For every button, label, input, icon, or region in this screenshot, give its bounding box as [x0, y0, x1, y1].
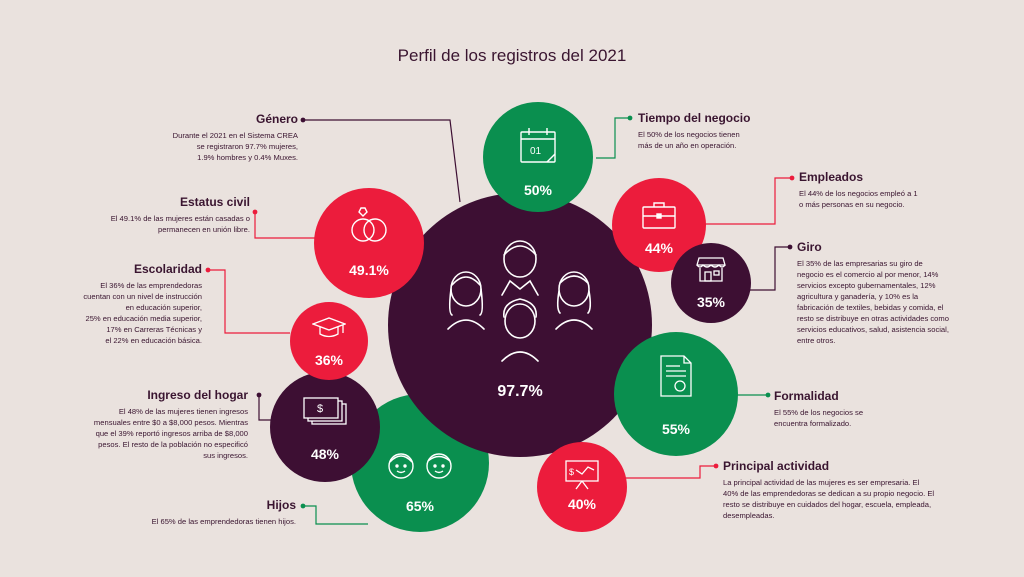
connector-escolaridad — [208, 269, 290, 334]
label-escolaridad-text: El 36% de las emprendedoras cuentan con … — [83, 281, 202, 345]
certificate-icon — [660, 355, 692, 397]
label-civil-text: El 49.1% de las mujeres están casadas o … — [110, 214, 250, 234]
label-genero-text: Durante el 2021 en el Sistema CREA se re… — [172, 131, 298, 162]
connector-giro — [736, 246, 790, 291]
women-group-icon — [447, 240, 593, 362]
label-actividad-heading: Principal actividad — [723, 459, 830, 473]
label-ingreso-text: El 48% de las mujeres tienen ingresos me… — [93, 407, 248, 460]
connector-genero — [303, 119, 461, 203]
label-tiempo-text: El 50% de los negocios tienen más de un … — [638, 130, 740, 150]
connector-hijos — [303, 505, 368, 525]
bubble-tiempo: 01 50% — [483, 102, 593, 212]
label-giro-text: El 35% de las empresarias su giro de neg… — [797, 259, 949, 345]
label-giro: Giro El 35% de las empresarias su giro d… — [797, 240, 1007, 346]
bubble-giro: 35% — [671, 243, 751, 323]
wedding-rings-icon — [351, 207, 387, 242]
label-ingreso: Ingreso del hogar El 48% de las mujeres … — [28, 388, 248, 461]
label-genero-heading: Género — [255, 112, 298, 126]
label-empleados-text: El 44% de los negocios empleó a 1 o más … — [799, 189, 918, 209]
label-formalidad-heading: Formalidad — [774, 389, 839, 403]
label-hijos-heading: Hijos — [266, 498, 296, 512]
label-giro-heading: Giro — [797, 240, 822, 254]
svg-text:$: $ — [317, 403, 323, 415]
connector-empleados — [704, 177, 792, 225]
storefront-icon — [696, 257, 726, 282]
page-title: Perfil de los registros del 2021 — [397, 46, 627, 65]
pct-giro: 35% — [696, 294, 726, 310]
presentation-chart-icon: $ — [565, 460, 599, 490]
bubble-civil: 49.1% — [314, 188, 424, 298]
label-formalidad: Formalidad El 55% de los negocios se enc… — [774, 389, 974, 429]
label-civil-heading: Estatus civil — [179, 195, 250, 209]
pct-center: 97.7% — [497, 383, 543, 400]
briefcase-icon — [642, 202, 676, 229]
label-formalidad-text: El 55% de los negocios se encuentra form… — [774, 408, 864, 428]
label-empleados: Empleados El 44% de los negocios empleó … — [799, 170, 999, 210]
label-actividad-text: La principal actividad de las mujeres es… — [723, 478, 935, 520]
svg-text:$: $ — [569, 467, 574, 477]
pct-tiempo: 50% — [523, 182, 553, 198]
connector-ingreso — [258, 395, 272, 421]
children-faces-icon — [388, 453, 452, 479]
label-tiempo: Tiempo del negocio El 50% de los negocio… — [638, 111, 838, 151]
calendar-day-text: 01 — [530, 146, 542, 157]
connector-actividad — [601, 465, 716, 479]
graduation-cap-icon — [312, 317, 346, 338]
label-tiempo-heading: Tiempo del negocio — [638, 111, 751, 125]
label-escolaridad: Escolaridad El 36% de las emprendedoras … — [12, 262, 202, 346]
bubble-escolaridad: 36% — [290, 302, 368, 380]
label-civil: Estatus civil El 49.1% de las mujeres es… — [50, 195, 250, 235]
bubble-actividad: $ 40% — [537, 442, 627, 532]
label-empleados-heading: Empleados — [799, 170, 864, 184]
calendar-icon: 01 — [520, 128, 556, 163]
label-genero: Género Durante el 2021 en el Sistema CRE… — [98, 112, 298, 163]
pct-actividad: 40% — [567, 496, 597, 512]
label-hijos: Hijos El 65% de las emprendedoras tienen… — [76, 498, 296, 527]
bubble-formalidad: 55% — [614, 332, 738, 456]
connector-tiempo — [596, 117, 630, 159]
label-actividad: Principal actividad La principal activid… — [723, 459, 993, 521]
label-hijos-text: El 65% de las emprendedoras tienen hijos… — [151, 517, 296, 526]
bubble-ingreso: $ 48% — [270, 372, 380, 482]
pct-formalidad: 55% — [661, 421, 691, 437]
label-ingreso-heading: Ingreso del hogar — [147, 388, 248, 402]
pct-escolaridad: 36% — [314, 352, 344, 368]
label-escolaridad-heading: Escolaridad — [133, 262, 202, 276]
money-bills-icon: $ — [303, 397, 347, 425]
connector-civil — [254, 212, 316, 239]
pct-civil: 49.1% — [349, 262, 389, 278]
pct-hijos: 65% — [405, 498, 435, 514]
pct-empleados: 44% — [644, 240, 674, 256]
pct-ingreso: 48% — [310, 446, 340, 462]
bubble-center: 97.7% — [388, 193, 652, 457]
